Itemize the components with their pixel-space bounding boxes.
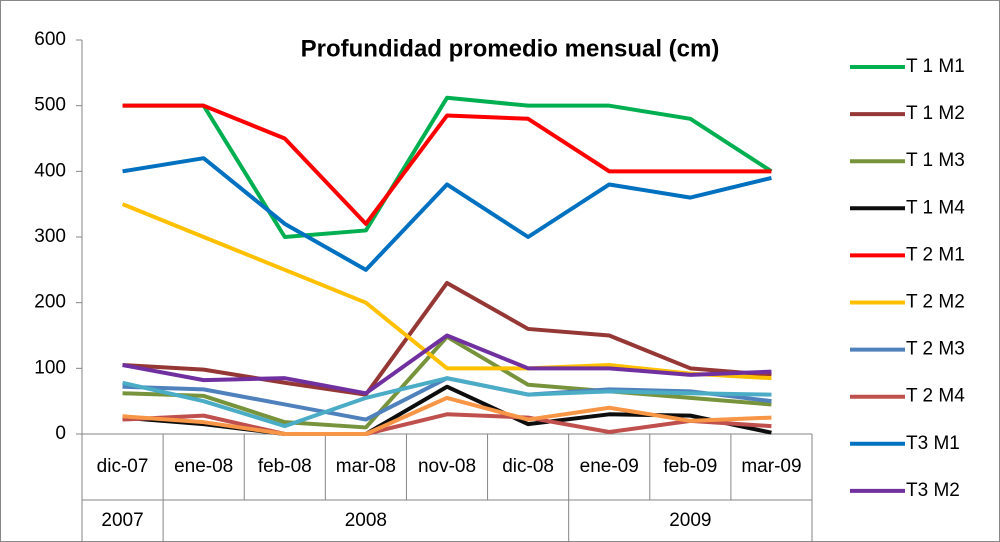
- x-tick-label: feb-09: [663, 456, 717, 477]
- x-tick-label: nov-08: [418, 456, 476, 477]
- legend-label: T 1 M1: [906, 56, 965, 77]
- series-line: [122, 376, 772, 429]
- x-tick-label: dic-07: [97, 456, 149, 477]
- group-label: 2009: [669, 510, 711, 531]
- series-line: [122, 412, 772, 436]
- series-line: [122, 95, 773, 239]
- series-line: [122, 395, 772, 436]
- y-tick-label: 300: [34, 226, 66, 247]
- y-tick-label: 500: [34, 95, 66, 116]
- legend-label: T 1 M4: [906, 197, 965, 218]
- y-tick-label: 400: [34, 160, 66, 181]
- group-label: 2008: [345, 510, 387, 531]
- legend-label: T3 M2: [906, 480, 960, 501]
- x-tick-label: feb-08: [258, 456, 312, 477]
- y-tick-label: 200: [34, 292, 66, 313]
- x-tick-label: mar-08: [336, 456, 396, 477]
- group-label: 2007: [101, 510, 143, 531]
- legend-label: T 2 M1: [906, 244, 965, 265]
- chart-title: Profundidad promedio mensual (cm): [301, 35, 720, 62]
- x-tick-label: ene-08: [174, 456, 233, 477]
- x-tick-label: mar-09: [741, 456, 801, 477]
- legend-label: T 2 M3: [906, 339, 965, 360]
- series-line: [122, 103, 772, 226]
- y-tick-label: 0: [55, 423, 66, 444]
- legend-label: T 2 M4: [906, 386, 965, 407]
- legend-label: T3 M1: [906, 433, 960, 454]
- legend-label: T 1 M2: [906, 103, 965, 124]
- series-line: [122, 280, 772, 397]
- legend-label: T 1 M3: [906, 150, 965, 171]
- y-tick-label: 100: [34, 357, 66, 378]
- y-tick-label: 600: [34, 29, 66, 50]
- legend-label: T 2 M2: [906, 292, 965, 313]
- series-line: [122, 156, 772, 272]
- x-tick-label: ene-09: [580, 456, 639, 477]
- x-tick-label: dic-08: [502, 456, 554, 477]
- series-line: [122, 333, 772, 396]
